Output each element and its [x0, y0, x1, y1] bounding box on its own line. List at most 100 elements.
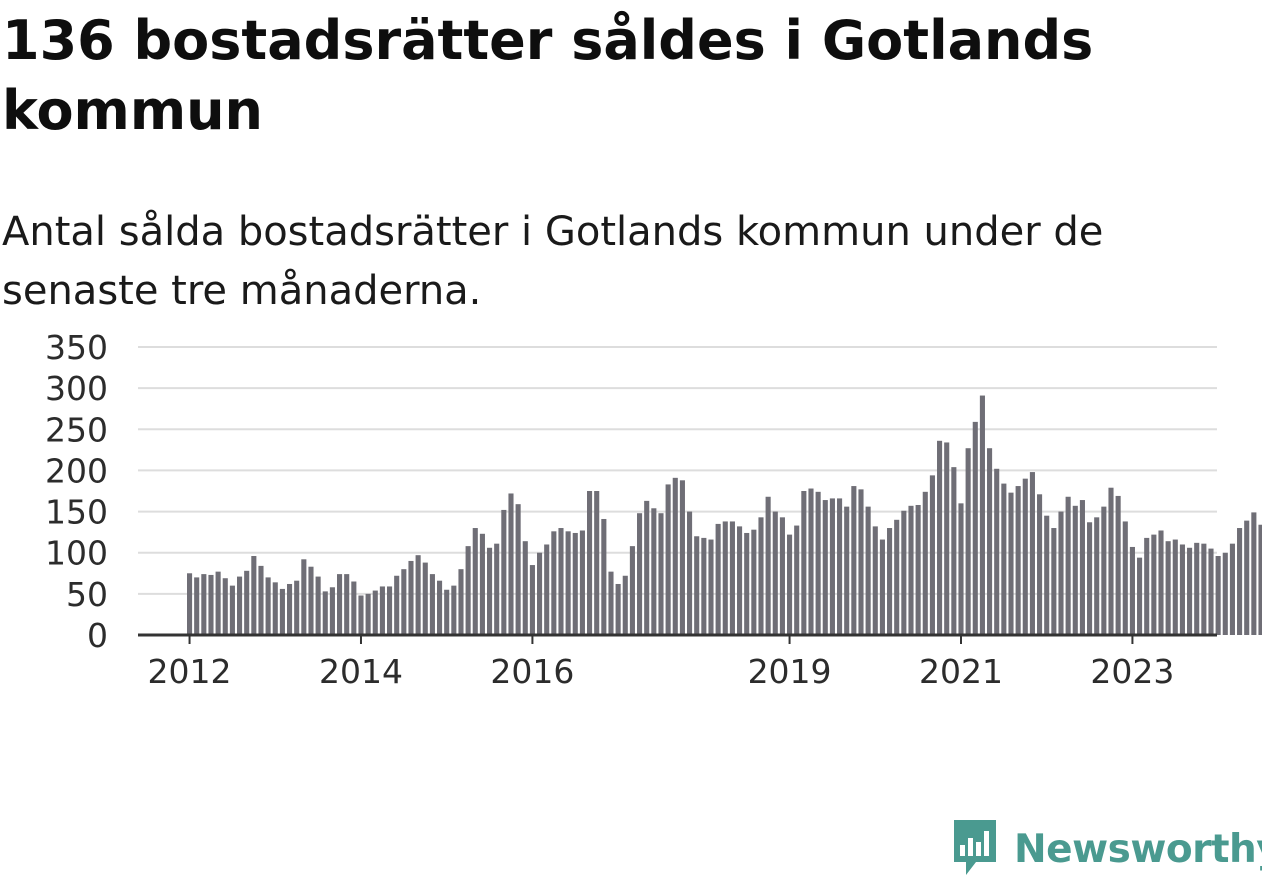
- bar: [873, 526, 878, 635]
- bar: [301, 559, 306, 635]
- bar: [416, 555, 421, 635]
- bar: [1173, 540, 1178, 635]
- bar: [1258, 525, 1262, 635]
- bar: [608, 572, 613, 635]
- bar: [1230, 544, 1235, 635]
- bar: [673, 478, 678, 635]
- bar: [716, 524, 721, 635]
- bar: [808, 489, 813, 635]
- bar: [1051, 528, 1056, 635]
- bar: [344, 574, 349, 635]
- bar: [730, 521, 735, 635]
- bar: [473, 528, 478, 635]
- bar: [537, 553, 542, 635]
- bar: [558, 528, 563, 635]
- bar: [387, 586, 392, 635]
- bar: [830, 498, 835, 635]
- bar: [430, 574, 435, 635]
- bar: [1044, 516, 1049, 635]
- bar: [901, 511, 906, 635]
- bar: [194, 577, 199, 635]
- bar: [201, 574, 206, 635]
- newsworthy-logo-icon: [950, 817, 1000, 881]
- bar: [258, 566, 263, 635]
- bar: [1123, 521, 1128, 635]
- bar: [844, 507, 849, 635]
- bar: [980, 396, 985, 635]
- bar: [423, 563, 428, 635]
- bar: [1116, 496, 1121, 635]
- bar: [951, 467, 956, 635]
- bar: [1201, 544, 1206, 635]
- bar: [880, 540, 885, 635]
- bar: [994, 469, 999, 635]
- bar: [1158, 530, 1163, 635]
- bar: [887, 528, 892, 635]
- y-tick-label: 350: [45, 328, 108, 367]
- bar: [644, 501, 649, 635]
- bar: [266, 577, 271, 635]
- bar: [744, 533, 749, 635]
- y-tick-label: 250: [45, 410, 108, 449]
- bar: [687, 512, 692, 635]
- bar: [323, 591, 328, 635]
- bar: [1144, 538, 1149, 635]
- newsworthy-brand: Newsworthy: [950, 818, 1262, 880]
- bar: [637, 513, 642, 635]
- bar: [251, 556, 256, 635]
- bar: [1058, 512, 1063, 635]
- bar: [408, 561, 413, 635]
- bar: [973, 422, 978, 635]
- bar: [751, 530, 756, 635]
- bar: [723, 521, 728, 635]
- bar: [858, 489, 863, 635]
- bar: [451, 586, 456, 635]
- bar: [566, 531, 571, 635]
- bar: [851, 486, 856, 635]
- y-tick-label: 50: [66, 575, 108, 614]
- bar: [1187, 548, 1192, 635]
- bar: [230, 586, 235, 635]
- bar: [544, 544, 549, 635]
- bar: [837, 498, 842, 635]
- bar: [737, 526, 742, 635]
- bar: [708, 540, 713, 635]
- bar: [1023, 479, 1028, 635]
- bar: [1244, 521, 1249, 635]
- bar: [1008, 493, 1013, 635]
- bar: [351, 582, 356, 635]
- bars: [187, 396, 1262, 635]
- page-subtitle: Antal sålda bostadsrätter i Gotlands kom…: [2, 203, 1242, 321]
- x-tick-label: 2019: [748, 652, 832, 691]
- bar: [594, 491, 599, 635]
- bar: [358, 596, 363, 635]
- bar: [658, 513, 663, 635]
- bar: [680, 480, 685, 635]
- bar: [916, 505, 921, 635]
- y-tick-label: 200: [45, 451, 108, 490]
- y-tick-label: 0: [87, 616, 108, 655]
- bar: [366, 594, 371, 635]
- bar: [330, 587, 335, 635]
- bar: [437, 581, 442, 635]
- bar: [1216, 556, 1221, 635]
- bar: [587, 491, 592, 635]
- bar: [1030, 472, 1035, 635]
- bar: [1080, 500, 1085, 635]
- bar: [944, 442, 949, 635]
- bar: [866, 507, 871, 635]
- bar: [694, 536, 699, 635]
- bar: [487, 548, 492, 635]
- bar: [394, 576, 399, 635]
- bar: [1180, 544, 1185, 635]
- bar: [823, 500, 828, 635]
- bar: [1108, 488, 1113, 635]
- bar: [308, 567, 313, 635]
- bar: [530, 565, 535, 635]
- bar: [516, 504, 521, 635]
- x-tick-label: 2021: [919, 652, 1003, 691]
- bar: [373, 591, 378, 635]
- bar: [601, 519, 606, 635]
- bar: [458, 569, 463, 635]
- bar: [580, 530, 585, 635]
